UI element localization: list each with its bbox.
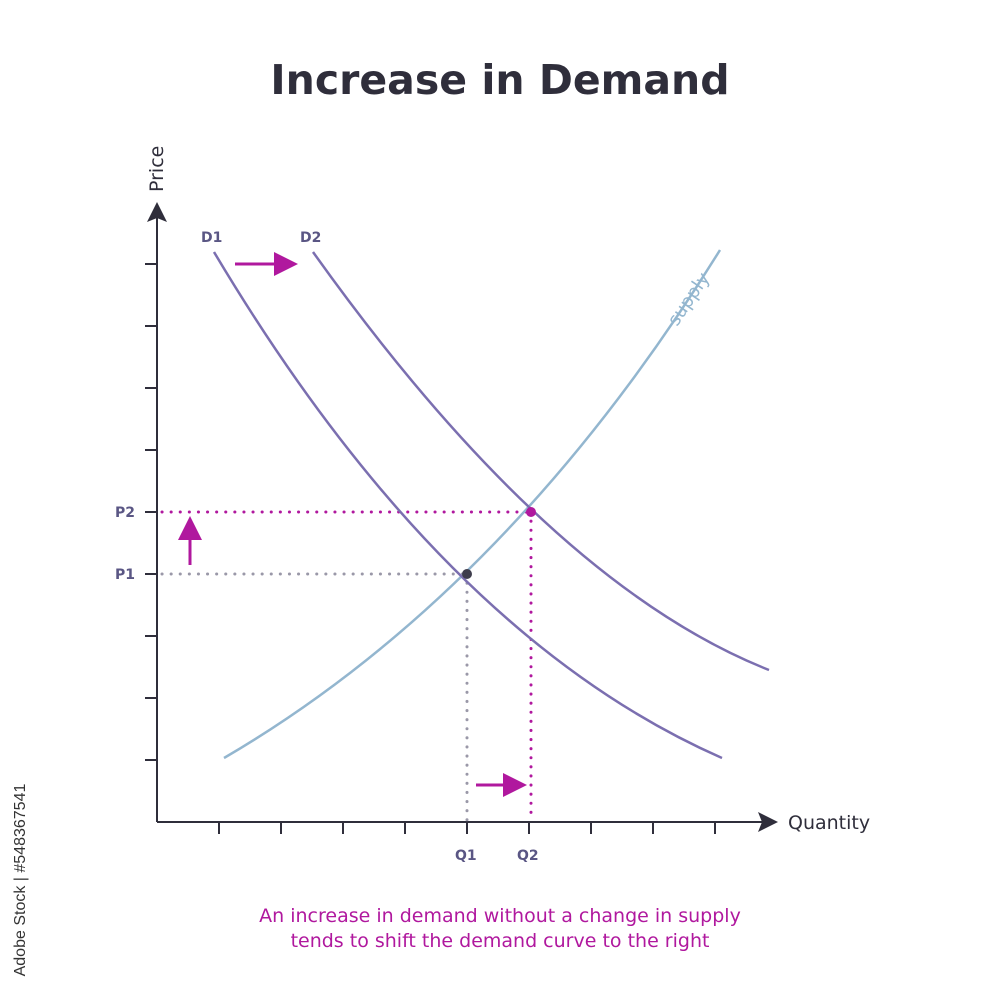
d2-curve: [311, 251, 770, 672]
supply-curve: [223, 249, 722, 760]
q1-label: Q1: [455, 848, 477, 864]
caption: An increase in demand without a change i…: [0, 904, 1000, 954]
equilibrium-2: [526, 507, 536, 517]
supply-label: supply: [664, 269, 715, 330]
y-ticks: [145, 263, 157, 761]
p1-label: P1: [115, 567, 135, 583]
watermark: Adobe Stock | #548367541: [6, 765, 36, 995]
p2-label: P2: [115, 505, 135, 521]
watermark-text: Adobe Stock | #548367541: [12, 783, 29, 977]
q2-label: Q2: [517, 848, 539, 864]
d1-label: D1: [201, 230, 222, 246]
d1-curve: [212, 251, 723, 760]
diagram-title: Increase in Demand: [270, 56, 730, 104]
equilibrium-1: [462, 569, 472, 579]
y-axis-label: Price: [146, 146, 168, 192]
x-axis-label: Quantity: [788, 812, 870, 834]
x-ticks: [218, 822, 716, 834]
caption-line-2: tends to shift the demand curve to the r…: [290, 930, 710, 952]
d2-label: D2: [300, 230, 321, 246]
caption-line-1: An increase in demand without a change i…: [259, 905, 741, 927]
